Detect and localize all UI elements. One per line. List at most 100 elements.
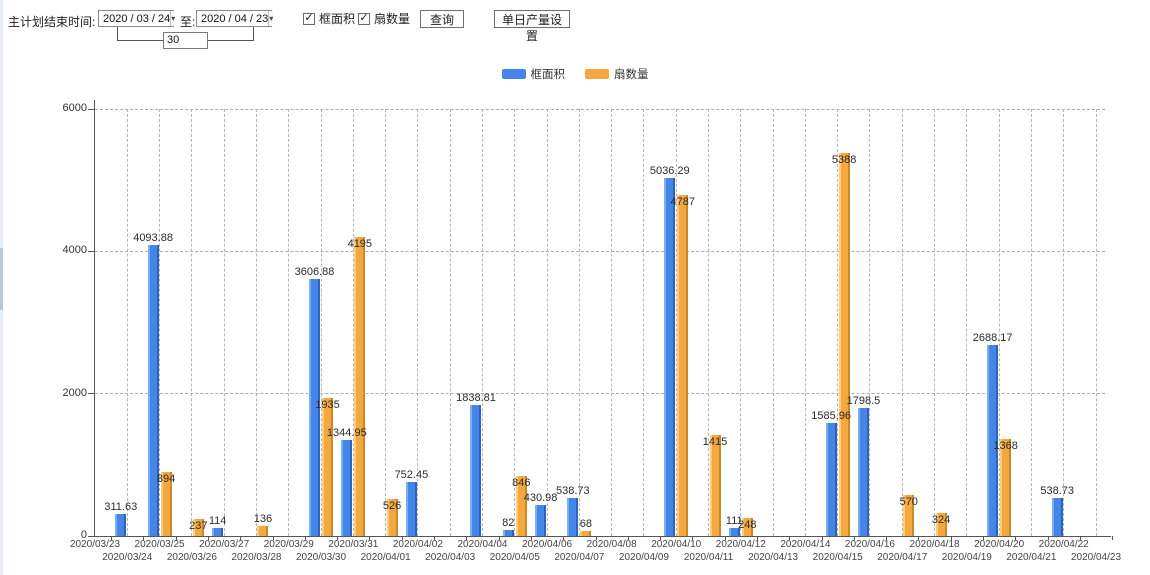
bar-value-label: 538.73: [556, 484, 590, 497]
bar-frame-area[interactable]: [567, 497, 579, 536]
bar-frame-area[interactable]: [987, 344, 999, 536]
bar-fan-count[interactable]: [354, 237, 366, 536]
bar-frame-area[interactable]: [502, 530, 514, 536]
bar-frame-area[interactable]: [535, 505, 547, 536]
bar-fan-count[interactable]: [838, 152, 850, 536]
gridline-vertical: [320, 109, 322, 536]
x-axis-label: 2020/04/21: [1006, 552, 1057, 563]
bar-value-label: 846: [512, 476, 531, 489]
x-axis-label: 2020/03/29: [263, 539, 314, 550]
x-axis-tick: [434, 536, 436, 540]
gridline-vertical: [804, 109, 806, 536]
gridline-vertical: [1095, 109, 1097, 536]
x-axis-tick: [950, 536, 952, 540]
gridline-vertical: [611, 109, 613, 536]
x-axis-label: 2020/04/01: [360, 552, 411, 563]
bar-fan-count[interactable]: [709, 435, 721, 536]
bar-fan-count[interactable]: [192, 519, 204, 536]
bar-value-label: 324: [931, 513, 951, 526]
to-label: 至:: [180, 15, 196, 29]
x-axis-label: 2020/04/06: [522, 539, 573, 550]
bar-value-label: 248: [738, 519, 757, 532]
bar-frame-area[interactable]: [309, 279, 321, 536]
x-axis-tick: [1079, 536, 1081, 540]
check-icon: ✓: [304, 12, 314, 24]
bar-value-label: 752.45: [394, 469, 429, 482]
bar-frame-area[interactable]: [341, 440, 353, 536]
bar-frame-area[interactable]: [212, 527, 224, 536]
y-axis-tick: [88, 393, 95, 395]
bar-value-label: 894: [156, 473, 176, 486]
bar-frame-area[interactable]: [857, 408, 869, 536]
gridline-vertical: [223, 109, 225, 536]
bar-chart: 0 2000 4000 6000 2020/03/23 2020/03/24 2020/03…: [63, 100, 1121, 563]
x-axis-tick: [337, 536, 339, 540]
bar-frame-area[interactable]: [1051, 497, 1063, 536]
x-axis-label: 2020/04/17: [877, 552, 928, 563]
x-axis-tick: [498, 536, 500, 540]
x-axis-tick: [111, 536, 113, 540]
x-axis-label: 2020/03/24: [102, 552, 153, 563]
gridline-vertical: [126, 109, 128, 536]
y-axis-tick: [88, 250, 95, 252]
legend-item-frame-area[interactable]: 框面积: [501, 66, 565, 82]
bar-frame-area[interactable]: [405, 482, 417, 536]
bar-fan-count[interactable]: [677, 195, 689, 536]
x-axis-label: 2020/04/11: [683, 552, 734, 563]
gridline-vertical: [546, 109, 548, 536]
bar-value-label: 4787: [670, 196, 695, 209]
x-axis-tick: [821, 536, 823, 540]
bar-value-label: 5388: [831, 153, 857, 166]
gridline-vertical: [191, 109, 193, 536]
bar-frame-area[interactable]: [728, 528, 740, 536]
gridline-horizontal: [95, 108, 1105, 110]
checkbox-frame-area[interactable]: ✓ 框面积: [303, 10, 355, 27]
checkbox-fan-count[interactable]: ✓ 扇数量: [358, 10, 410, 27]
bar-fan-count[interactable]: [741, 518, 753, 536]
gridline-vertical: [288, 109, 290, 536]
x-axis-label: 2020/04/02: [392, 539, 443, 550]
bar-fan-count[interactable]: [935, 512, 947, 536]
bar-fan-count[interactable]: [386, 498, 398, 536]
legend-item-fan-count[interactable]: 扇数量: [585, 66, 649, 82]
bar-fan-count[interactable]: [322, 398, 334, 536]
x-axis-label: 2020/04/08: [586, 539, 637, 550]
chevron-down-icon[interactable]: ▾: [170, 11, 176, 26]
x-axis-label: 2020/04/10: [651, 539, 702, 550]
bar-fan-count[interactable]: [1000, 438, 1012, 536]
date-to-picker[interactable]: 2020 / 04 / 23 ▾: [196, 10, 274, 27]
bar-fan-count[interactable]: [515, 475, 527, 536]
x-axis-tick: [304, 536, 306, 540]
gridline-vertical: [159, 109, 161, 536]
legend-swatch-blue: [501, 69, 526, 79]
x-axis-tick: [789, 536, 791, 540]
x-axis-label: 2020/04/20: [974, 539, 1025, 550]
bar-value-label: 5036.29: [649, 164, 690, 177]
bar-value-label: 111: [725, 515, 743, 528]
bar-fan-count[interactable]: [903, 495, 915, 536]
x-axis-tick: [175, 536, 177, 540]
bar-frame-area[interactable]: [147, 244, 159, 536]
chevron-down-icon[interactable]: ▾: [268, 11, 274, 26]
bar-frame-area[interactable]: [825, 423, 837, 536]
query-button[interactable]: 查询: [420, 10, 464, 28]
daily-output-settings-button[interactable]: 单日产量设置: [494, 10, 570, 43]
bar-fan-count[interactable]: [160, 472, 172, 536]
bar-frame-area[interactable]: [470, 405, 482, 536]
gridline-vertical: [643, 109, 645, 536]
bar-frame-area[interactable]: [115, 513, 127, 536]
date-from-picker[interactable]: 2020 / 03 / 24 ▾: [98, 10, 176, 27]
x-axis-tick: [692, 536, 694, 540]
checkbox-icon[interactable]: ✓: [358, 12, 370, 25]
y-axis-label: 0: [80, 529, 87, 541]
bar-fan-count[interactable]: [257, 526, 269, 536]
checkbox-icon[interactable]: ✓: [303, 12, 315, 25]
x-axis-label: 2020/04/09: [618, 552, 669, 563]
bar-fan-count[interactable]: [580, 531, 592, 536]
plan-end-time-label: 主计划结束时间:: [8, 15, 96, 29]
gridline-vertical: [255, 109, 257, 536]
bar-frame-area[interactable]: [664, 177, 676, 536]
gridline-vertical: [578, 109, 580, 536]
x-axis-label: 2020/03/31: [328, 539, 379, 550]
interval-days-input[interactable]: 30: [163, 32, 208, 49]
